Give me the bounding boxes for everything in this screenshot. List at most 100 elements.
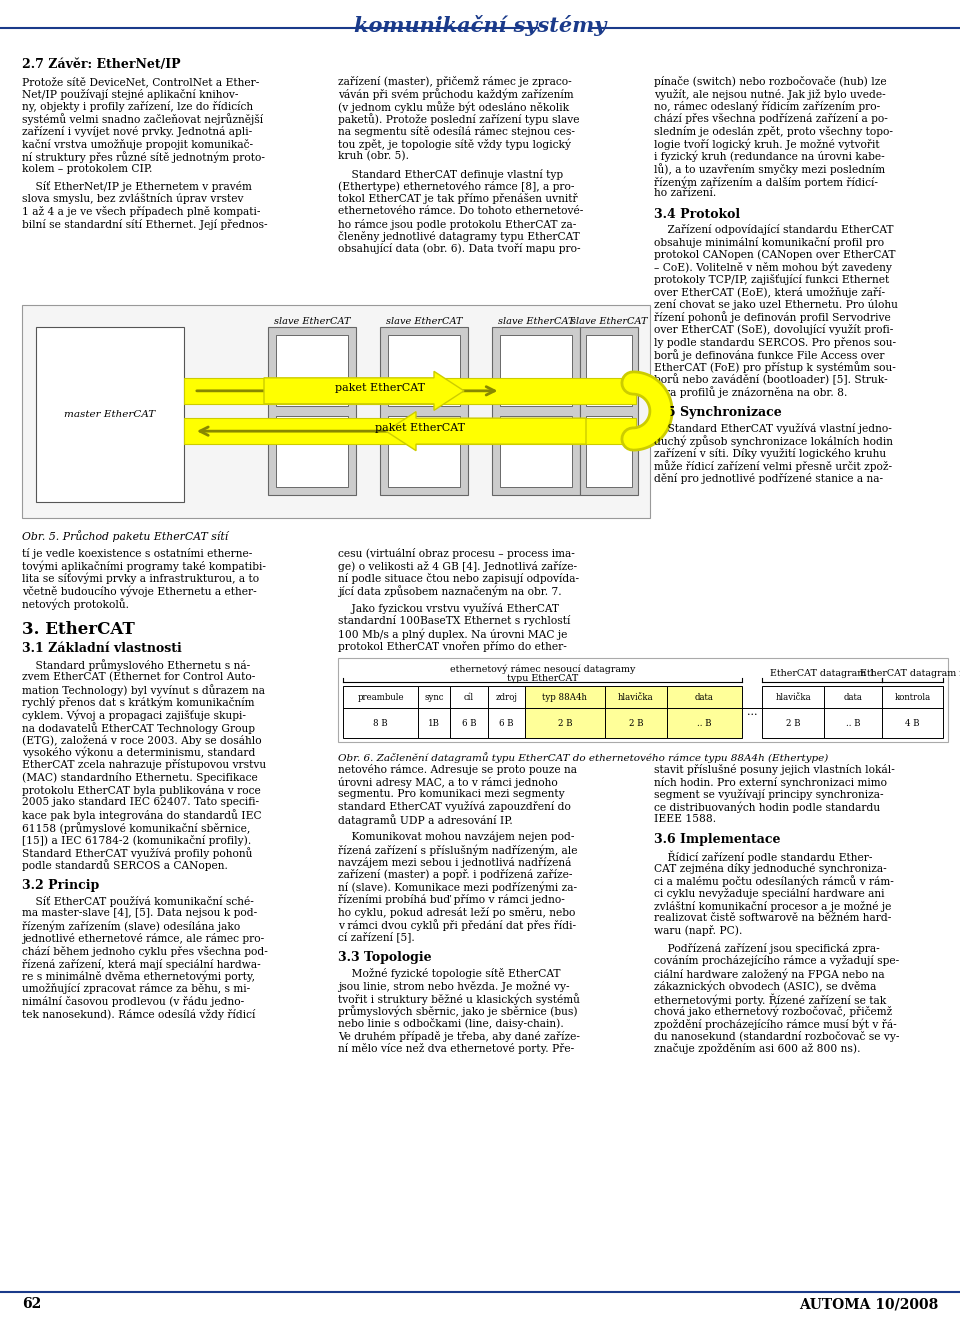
Text: protokol CANopen (CANopen over EtherCAT: protokol CANopen (CANopen over EtherCAT <box>654 249 896 259</box>
Text: AUTOMA 10/2008: AUTOMA 10/2008 <box>799 1297 938 1310</box>
Text: tvořit i struktury běžné u klasických systémů: tvořit i struktury běžné u klasických sy… <box>338 993 580 1005</box>
FancyArrow shape <box>264 371 464 411</box>
Text: 3.1 Základní vlastnosti: 3.1 Základní vlastnosti <box>22 643 181 656</box>
Text: data: data <box>844 693 863 702</box>
Text: ní struktury přes různé sítě jednotným proto-: ní struktury přes různé sítě jednotným p… <box>22 151 265 163</box>
Text: Síť EtherNet/IP je Ethernetem v pravém: Síť EtherNet/IP je Ethernetem v pravém <box>22 180 252 192</box>
Text: 3. EtherCAT: 3. EtherCAT <box>22 620 134 637</box>
Text: Obr. 5. Průchod paketu EtherCAT sítí: Obr. 5. Průchod paketu EtherCAT sítí <box>22 529 228 541</box>
Text: Standard EtherCAT využívá profily pohonů: Standard EtherCAT využívá profily pohonů <box>22 847 252 859</box>
Text: váván při svém průchodu každým zařízením: váván při svém průchodu každým zařízením <box>338 88 574 100</box>
Bar <box>184 378 636 404</box>
Bar <box>500 416 572 487</box>
Text: sync: sync <box>424 693 444 702</box>
Text: data: data <box>695 693 714 702</box>
Text: typ 88A4h: typ 88A4h <box>542 693 588 702</box>
Text: 1 až 4 a je ve všech případech plně kompati-: 1 až 4 a je ve všech případech plně komp… <box>22 205 260 217</box>
Text: slave EtherCAT: slave EtherCAT <box>386 317 463 327</box>
Text: realizovat čistě softwarově na běžném hard-: realizovat čistě softwarově na běžném ha… <box>654 913 892 923</box>
Bar <box>388 335 460 406</box>
Text: kace pak byla integrována do standardů IEC: kace pak byla integrována do standardů I… <box>22 810 262 822</box>
Text: EtherCAT datagram 1: EtherCAT datagram 1 <box>770 669 875 678</box>
Text: 6 B: 6 B <box>499 719 514 727</box>
Text: ho cyklu, pokud adresát leží po směru, nebo: ho cyklu, pokud adresát leží po směru, n… <box>338 906 575 918</box>
Text: ciální hardware založený na FPGA nebo na: ciální hardware založený na FPGA nebo na <box>654 968 884 980</box>
Text: slova smyslu, bez zvláštních úprav vrstev: slova smyslu, bez zvláštních úprav vrste… <box>22 194 244 204</box>
Text: typu EtherCAT: typu EtherCAT <box>507 674 578 684</box>
Bar <box>388 416 460 487</box>
Text: členěny jednotlivé datagramy typu EtherCAT: členěny jednotlivé datagramy typu EtherC… <box>338 230 580 242</box>
Text: waru (např. PC).: waru (např. PC). <box>654 926 742 936</box>
Text: nebo linie s odbočkami (line, daisy-chain).: nebo linie s odbočkami (line, daisy-chai… <box>338 1018 564 1029</box>
Bar <box>184 419 636 444</box>
Text: chová jako ethernetový rozbočovač, přičemž: chová jako ethernetový rozbočovač, přiče… <box>654 1005 892 1017</box>
Text: tovými aplikačními programy také kompatibi-: tovými aplikačními programy také kompati… <box>22 561 266 572</box>
Text: [15]) a IEC 61784-2 (komunikační profily).: [15]) a IEC 61784-2 (komunikační profily… <box>22 835 252 846</box>
Bar <box>882 686 943 738</box>
Text: zařízení (master) a popř. i podřízená zaříze-: zařízení (master) a popř. i podřízená za… <box>338 869 572 880</box>
Text: zpoždění procházejícího rámce musí být v řá-: zpoždění procházejícího rámce musí být v… <box>654 1018 897 1030</box>
Text: datagramů UDP a adresování IP.: datagramů UDP a adresování IP. <box>338 814 513 826</box>
Text: zákaznických obvodech (ASIC), se dvěma: zákaznických obvodech (ASIC), se dvěma <box>654 980 876 992</box>
Text: řízená zařízení, která mají speciální hardwa-: řízená zařízení, která mají speciální ha… <box>22 959 261 969</box>
Text: úrovni adresy MAC, a to v rámci jednoho: úrovni adresy MAC, a to v rámci jednoho <box>338 777 558 788</box>
Text: jsou linie, strom nebo hvězda. Je možné vy-: jsou linie, strom nebo hvězda. Je možné … <box>338 980 569 992</box>
Text: může řídicí zařízení velmi přesně určit zpož-: může řídicí zařízení velmi přesně určit … <box>654 461 892 473</box>
Text: – CoE). Volitelně v něm mohou být zavedeny: – CoE). Volitelně v něm mohou být zavede… <box>654 262 892 273</box>
Text: standard EtherCAT využívá zapouzdření do: standard EtherCAT využívá zapouzdření do <box>338 802 571 813</box>
Text: slave EtherCAT: slave EtherCAT <box>497 317 574 327</box>
Text: mation Technology) byl vyvínut s důrazem na: mation Technology) byl vyvínut s důrazem… <box>22 685 265 697</box>
Text: Protože sítě DeviceNet, ControlNet a Ether-: Protože sítě DeviceNet, ControlNet a Eth… <box>22 76 259 87</box>
Text: průmyslových sběrnic, jako je sběrnice (bus): průmyslových sběrnic, jako je sběrnice (… <box>338 1005 578 1017</box>
Text: 2 B: 2 B <box>786 719 801 727</box>
Text: ci a malému počtu odesílaných rámců v rám-: ci a malému počtu odesílaných rámců v rá… <box>654 876 894 888</box>
Text: vysokého výkonu a determinismu, standard: vysokého výkonu a determinismu, standard <box>22 747 255 759</box>
Text: re s minimálně dvěma ethernetovými porty,: re s minimálně dvěma ethernetovými porty… <box>22 971 255 982</box>
Bar <box>338 658 948 741</box>
Text: master EtherCAT: master EtherCAT <box>64 410 156 419</box>
Text: chází přes všechna podřízená zařízení a po-: chází přes všechna podřízená zařízení a … <box>654 113 888 125</box>
Text: kolem – protokolem CIP.: kolem – protokolem CIP. <box>22 163 153 174</box>
Text: 2 B: 2 B <box>629 719 643 727</box>
Text: paket EtherCAT: paket EtherCAT <box>335 383 425 392</box>
Text: hlavička: hlavička <box>776 693 811 702</box>
Text: ny, objekty i profily zařízení, lze do řídicích: ny, objekty i profily zařízení, lze do ř… <box>22 101 253 112</box>
Text: Podřízená zařízení jsou specifická zpra-: Podřízená zařízení jsou specifická zpra- <box>654 943 879 954</box>
Text: logie tvoří logický kruh. Je možné vytvořit: logie tvoří logický kruh. Je možné vytvo… <box>654 138 879 150</box>
Bar <box>586 416 632 487</box>
Text: pínače (switch) nebo rozbočovače (hub) lze: pínače (switch) nebo rozbočovače (hub) l… <box>654 76 887 87</box>
Text: kontrola: kontrola <box>895 693 930 702</box>
Text: Standard průmyslového Ethernetu s ná-: Standard průmyslového Ethernetu s ná- <box>22 660 251 672</box>
Text: na segmentu sítě odesílá rámec stejnou ces-: na segmentu sítě odesílá rámec stejnou c… <box>338 126 575 137</box>
Text: borů nebo zavádění (bootloader) [5]. Struk-: borů nebo zavádění (bootloader) [5]. Str… <box>654 374 888 386</box>
Text: komunikační systémy: komunikační systémy <box>354 14 606 36</box>
Text: 4 B: 4 B <box>905 719 920 727</box>
Text: využít, ale nejsou nutné. Jak již bylo uvede-: využít, ale nejsou nutné. Jak již bylo u… <box>654 88 886 100</box>
Bar <box>586 335 632 406</box>
Text: (ETG), založená v roce 2003. Aby se dosáhlo: (ETG), založená v roce 2003. Aby se dosá… <box>22 735 262 745</box>
Text: jící data způsobem naznačeným na obr. 7.: jící data způsobem naznačeným na obr. 7. <box>338 586 562 598</box>
Text: Síť EtherCAT používá komunikační sché-: Síť EtherCAT používá komunikační sché- <box>22 896 253 907</box>
Text: rychlý přenos dat s krátkým komunikačním: rychlý přenos dat s krátkým komunikačním <box>22 697 254 709</box>
Text: Ve druhém případě je třeba, aby dané zaříze-: Ve druhém případě je třeba, aby dané zař… <box>338 1030 580 1042</box>
Text: na dodavatelů EtherCAT Technology Group: na dodavatelů EtherCAT Technology Group <box>22 722 255 734</box>
Text: zařízení v síti. Díky využití logického kruhu: zařízení v síti. Díky využití logického … <box>654 448 886 460</box>
Text: EtherCAT datagram n: EtherCAT datagram n <box>860 669 960 678</box>
Text: chází během jednoho cyklu přes všechna pod-: chází během jednoho cyklu přes všechna p… <box>22 946 268 957</box>
Text: segmentu. Pro komunikaci mezi segmenty: segmentu. Pro komunikaci mezi segmenty <box>338 789 564 799</box>
Text: ho zařízení.: ho zařízení. <box>654 188 716 199</box>
Bar <box>380 327 468 495</box>
Text: (MAC) standardního Ethernetu. Specifikace: (MAC) standardního Ethernetu. Specifikac… <box>22 772 257 784</box>
Text: 8 B: 8 B <box>373 719 388 727</box>
Text: Standard EtherCAT definuje vlastní typ: Standard EtherCAT definuje vlastní typ <box>338 169 564 179</box>
Text: jednotlivé ethernetové rámce, ale rámec pro-: jednotlivé ethernetové rámce, ale rámec … <box>22 934 264 944</box>
Text: stavit příslušné posuny jejich vlastních lokál-: stavit příslušné posuny jejich vlastních… <box>654 764 895 774</box>
Text: obsahuje minimální komunikační profil pro: obsahuje minimální komunikační profil pr… <box>654 237 884 248</box>
Text: tou zpět, je topologie sítě vždy typu logický: tou zpět, je topologie sítě vždy typu lo… <box>338 138 571 150</box>
Text: 1B: 1B <box>428 719 440 727</box>
Text: 3.3 Topologie: 3.3 Topologie <box>338 951 432 964</box>
Text: značuje zpožděním asi 600 až 800 ns).: značuje zpožděním asi 600 až 800 ns). <box>654 1043 860 1054</box>
Bar <box>488 686 525 738</box>
Text: tokol EtherCAT je tak přímo přenášen uvnitř: tokol EtherCAT je tak přímo přenášen uvn… <box>338 194 578 204</box>
Bar <box>268 327 356 495</box>
